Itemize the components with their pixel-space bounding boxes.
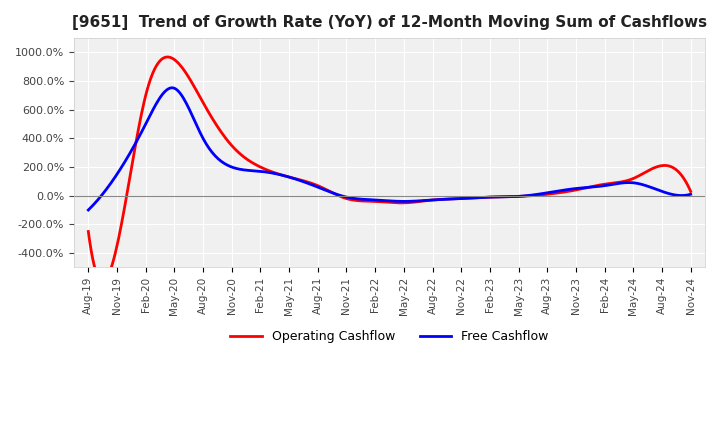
Free Cashflow	[523, 193, 532, 198]
Free Cashflow	[521, 193, 529, 198]
Operating Cashflow	[525, 193, 534, 198]
Free Cashflow	[84, 207, 93, 213]
Line: Free Cashflow: Free Cashflow	[89, 88, 690, 210]
Free Cashflow	[464, 195, 473, 201]
Line: Operating Cashflow: Operating Cashflow	[89, 57, 690, 282]
Operating Cashflow	[158, 56, 166, 62]
Operating Cashflow	[522, 194, 531, 199]
Free Cashflow	[282, 173, 290, 179]
Operating Cashflow	[686, 189, 695, 194]
Free Cashflow	[156, 94, 165, 99]
Operating Cashflow	[98, 279, 107, 284]
Operating Cashflow	[325, 189, 334, 194]
Legend: Operating Cashflow, Free Cashflow: Operating Cashflow, Free Cashflow	[225, 325, 554, 348]
Operating Cashflow	[84, 229, 93, 234]
Free Cashflow	[167, 85, 176, 91]
Operating Cashflow	[283, 174, 292, 180]
Operating Cashflow	[466, 195, 474, 201]
Title: [9651]  Trend of Growth Rate (YoY) of 12-Month Moving Sum of Cashflows: [9651] Trend of Growth Rate (YoY) of 12-…	[72, 15, 707, 30]
Free Cashflow	[686, 191, 695, 197]
Operating Cashflow	[163, 55, 171, 60]
Free Cashflow	[324, 189, 333, 194]
